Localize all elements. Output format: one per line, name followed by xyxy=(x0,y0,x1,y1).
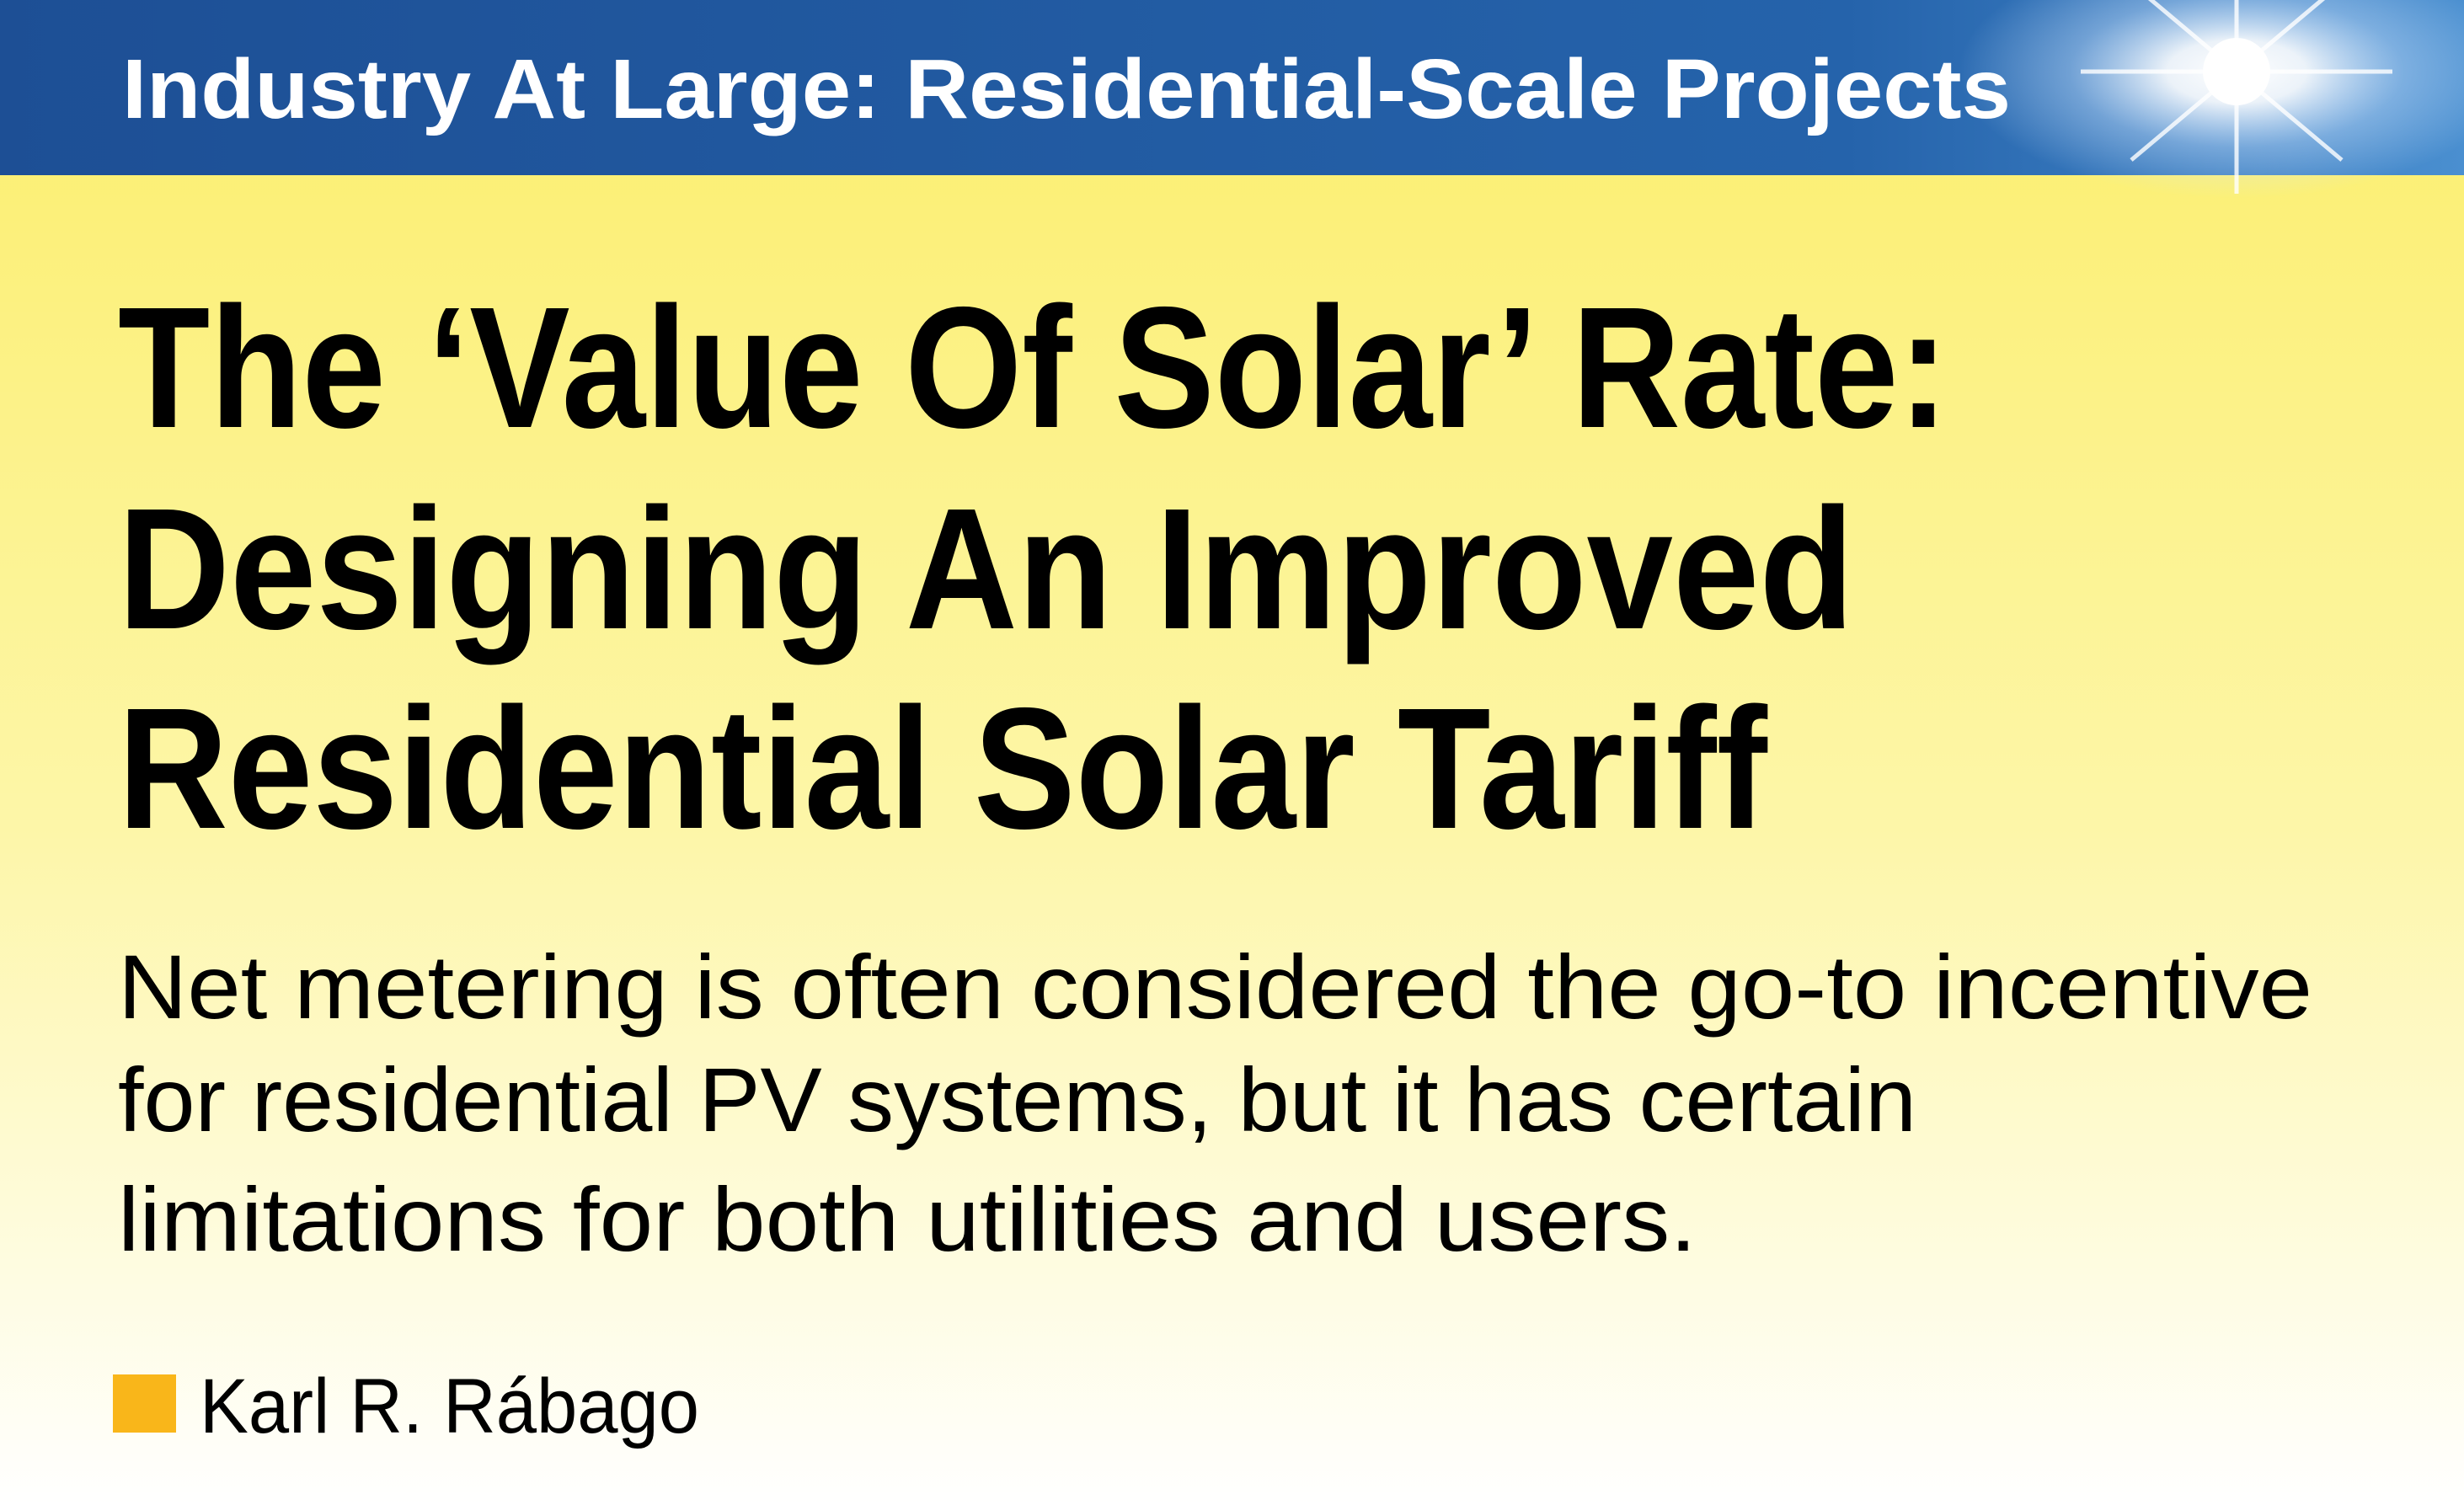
section-title: Industry At Large: Residential-Scale Pro… xyxy=(122,42,2011,136)
summary-line: for residential PV systems, but it has c… xyxy=(118,1049,1916,1150)
headline-line: The ‘Value Of Solar’ Rate: xyxy=(118,271,1948,464)
headline-line: Designing An Improved xyxy=(118,472,1854,665)
summary-line: limitations for both utilities and users… xyxy=(118,1168,1697,1270)
sun-glow xyxy=(1959,0,2464,198)
headline-line: Residential Solar Tariff xyxy=(118,672,1768,865)
author-marker xyxy=(113,1374,176,1433)
author: Karl R. Rábago xyxy=(200,1364,699,1449)
summary-line: Net metering is often considered the go-… xyxy=(118,936,2312,1038)
